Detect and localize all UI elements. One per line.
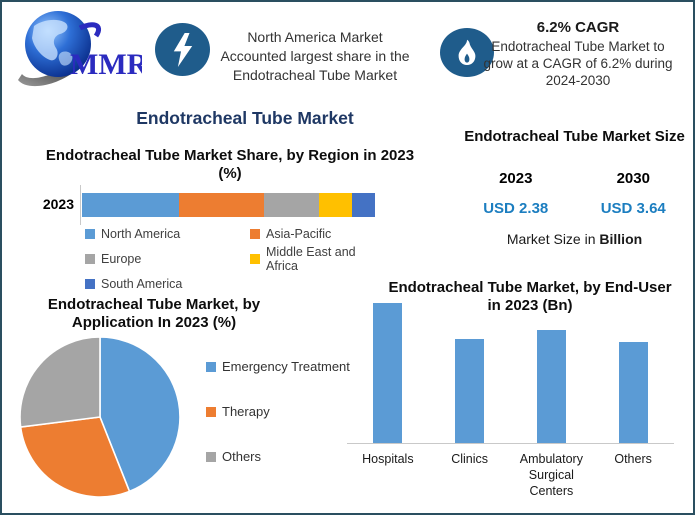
legend-label: Therapy (222, 404, 270, 419)
pie-slice-others (19, 336, 101, 428)
region-chart-axis (80, 185, 81, 225)
region-segment-south-america (351, 193, 375, 217)
globe-icon: MMR (18, 11, 149, 87)
application-chart-title: Endotracheal Tube Market, by Application… (47, 296, 261, 331)
lightning-icon (173, 32, 192, 67)
legend-item-therapy: Therapy (206, 404, 350, 419)
legend-item-emergency-treatment: Emergency Treatment (206, 359, 350, 374)
year-2030-label: 2030 (616, 170, 650, 187)
flame-icon (458, 39, 476, 65)
legend-item-asia-pacific: Asia-Pacific (250, 227, 385, 241)
end-user-bar-plot (347, 302, 674, 444)
region-segment-europe (263, 193, 320, 217)
legend-marker (85, 279, 95, 289)
region-chart-title: Endotracheal Tube Market Share, by Regio… (45, 147, 415, 182)
bar-slot-hospitals (348, 303, 428, 443)
pie-chart-icon (19, 336, 181, 498)
note-bold: Billion (599, 231, 643, 247)
highlight-line: grow at a CAGR of 6.2% during (483, 56, 673, 71)
flame-badge (440, 28, 494, 77)
market-size-note: Market Size in Billion (457, 231, 692, 247)
globe-continent-2 (58, 51, 73, 66)
legend-item-south-america: South America (85, 277, 250, 291)
legend-marker (250, 229, 260, 239)
bar-label-ambulatory-surgical-centers: Ambulatory Surgical Centers (519, 452, 583, 498)
bar-clinics (455, 339, 485, 443)
legend-item-north-america: North America (85, 227, 250, 241)
highlight-line: Endotracheal Tube Market (232, 67, 398, 83)
legend-marker (85, 254, 95, 264)
region-stacked-bar (82, 193, 375, 217)
legend-label: Middle East and Africa (266, 245, 356, 273)
lightning-badge (155, 23, 210, 76)
highlight-line: Endotracheal Tube Market to (491, 39, 665, 54)
market-size-years: 2023 2030 (457, 170, 692, 187)
pie-slice-therapy (19, 416, 131, 498)
highlight-cagr: 6.2% CAGR Endotracheal Tube Market to gr… (472, 19, 684, 89)
application-pie (16, 333, 184, 501)
bar-label-hospitals: Hospitals (362, 452, 414, 466)
legend-item-middle-east-and-africa: Middle East and Africa (250, 245, 385, 273)
bar-others (618, 342, 648, 443)
legend-marker (85, 229, 95, 239)
globe-continent (32, 19, 68, 61)
note-regular: Market Size in (506, 231, 596, 247)
legend-marker (206, 361, 216, 372)
bar-label-others: Others (614, 452, 652, 466)
legend-label: North America (101, 227, 181, 241)
bar-ambulatory-surgical-centers (536, 330, 566, 443)
legend-marker (206, 406, 216, 417)
legend-label: Emergency Treatment (222, 359, 350, 374)
legend-marker (206, 451, 216, 462)
page-title: Endotracheal Tube Market (136, 108, 354, 128)
legend-item-others: Others (206, 449, 350, 464)
region-chart-category-label: 2023 (42, 196, 74, 212)
market-size-2023-value: USD 2.38 (483, 200, 549, 217)
mmr-logo: MMR (12, 8, 149, 96)
highlight-line: 2024-2030 (545, 73, 611, 88)
logo-text: MMR (70, 48, 142, 81)
market-size-values: USD 2.38 USD 3.64 (457, 200, 692, 217)
bar-hospitals (373, 303, 403, 443)
pie-slice-emergency-treatment (99, 336, 181, 493)
legend-label: Others (222, 449, 262, 464)
year-2023-label: 2023 (499, 170, 533, 187)
highlight-line: North America Market (247, 29, 383, 45)
cagr-title: 6.2% CAGR (536, 19, 620, 36)
logo-swirl (78, 22, 102, 38)
market-size-title: Endotracheal Tube Market Size (464, 128, 685, 145)
application-legend: Emergency Treatment Therapy Others (206, 359, 350, 464)
highlight-north-america: North America Market Accounted largest s… (210, 28, 420, 85)
market-size-2030-value: USD 3.64 (600, 200, 666, 217)
region-segment-middle-east-and-africa (319, 193, 352, 217)
region-segment-asia-pacific (178, 193, 264, 217)
bar-label-clinics: Clinics (451, 452, 489, 466)
bar-slot-ambulatory-surgical-centers (511, 330, 591, 443)
bar-slot-others (593, 342, 673, 443)
legend-item-europe: Europe (85, 245, 250, 273)
end-user-axis-labels: Hospitals Clinics Ambulatory Surgical Cent… (347, 451, 674, 499)
highlight-line: Accounted largest share in the (220, 48, 410, 64)
legend-marker (250, 254, 260, 264)
bar-slot-clinics (430, 339, 510, 443)
region-segment-north-america (82, 193, 179, 217)
legend-label: Europe (101, 252, 142, 266)
end-user-chart-title: Endotracheal Tube Market, by End-User in… (388, 279, 672, 314)
region-legend: North America Asia-Pacific Europe Middle Ea… (85, 227, 385, 291)
legend-label: South America (101, 277, 183, 291)
legend-label: Asia-Pacific (266, 227, 332, 241)
